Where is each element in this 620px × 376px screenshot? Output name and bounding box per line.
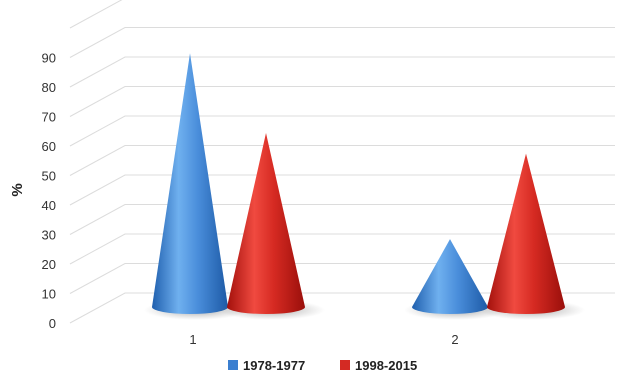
gridlines [69, 0, 615, 324]
cone-mark [487, 153, 565, 314]
y-tick-label: 60 [42, 139, 56, 154]
x-tick-label: 1 [189, 332, 196, 347]
gridline [69, 56, 615, 88]
x-tick-label: 2 [451, 332, 458, 347]
cone-mark [227, 132, 305, 314]
gridline [69, 174, 615, 206]
gridline [69, 27, 615, 58]
y-axis-ticks: 0 10 20 30 40 50 60 70 80 90 [42, 51, 56, 332]
gridline [69, 115, 615, 147]
y-tick-label: 70 [42, 110, 56, 125]
gridline [69, 145, 615, 176]
legend-label: 1978-1977 [243, 358, 305, 373]
cone-mark [412, 239, 488, 314]
cone-mark [152, 53, 228, 315]
legend: 1978-1977 1998-2015 [228, 358, 417, 373]
y-tick-label: 10 [42, 287, 56, 302]
y-tick-label: 90 [42, 51, 56, 66]
legend-swatch [340, 360, 350, 370]
gridline [69, 204, 615, 235]
y-axis-label: % [9, 183, 26, 196]
y-tick-label: 30 [42, 228, 56, 243]
y-tick-label: 0 [49, 316, 56, 331]
legend-swatch [228, 360, 238, 370]
gridline [69, 86, 615, 117]
gridline [69, 0, 123, 29]
y-tick-label: 20 [42, 257, 56, 272]
y-tick-label: 40 [42, 198, 56, 213]
y-tick-label: 80 [42, 80, 56, 95]
cone-series [144, 53, 585, 320]
y-tick-label: 50 [42, 169, 56, 184]
gridline [69, 233, 615, 265]
legend-label: 1998-2015 [355, 358, 417, 373]
